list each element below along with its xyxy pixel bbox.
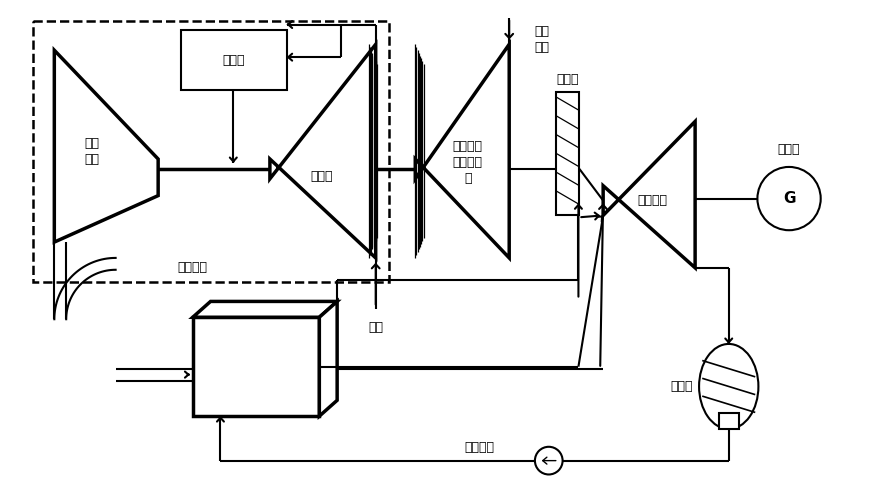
Polygon shape	[603, 122, 695, 268]
Bar	[181, 30, 287, 90]
Text: G: G	[783, 191, 795, 206]
Bar	[719, 413, 738, 429]
Polygon shape	[193, 302, 337, 317]
Text: 余热锅炉: 余热锅炉	[465, 442, 495, 454]
Polygon shape	[270, 44, 375, 258]
Text: 低、高压
煤气压缩
机: 低、高压 煤气压缩 机	[453, 140, 482, 186]
Polygon shape	[416, 44, 510, 258]
Ellipse shape	[699, 344, 759, 429]
Bar	[556, 92, 580, 216]
Text: 燃气轮机: 燃气轮机	[178, 262, 208, 274]
Bar	[193, 317, 319, 416]
Text: 蒸汽轮机: 蒸汽轮机	[638, 194, 667, 207]
Text: 压气机: 压气机	[310, 170, 332, 183]
Circle shape	[758, 167, 821, 230]
Circle shape	[535, 447, 563, 474]
Text: 发电机: 发电机	[778, 142, 801, 156]
Text: 燃气
涡轮: 燃气 涡轮	[84, 136, 99, 166]
Text: 减速器: 减速器	[556, 74, 579, 86]
Polygon shape	[54, 50, 158, 242]
Text: 高炉
煤气: 高炉 煤气	[534, 24, 549, 54]
Text: 凝汽器: 凝汽器	[670, 380, 693, 393]
Text: 空气: 空气	[368, 321, 383, 334]
Polygon shape	[319, 302, 337, 416]
Text: 燃烧室: 燃烧室	[222, 54, 245, 66]
